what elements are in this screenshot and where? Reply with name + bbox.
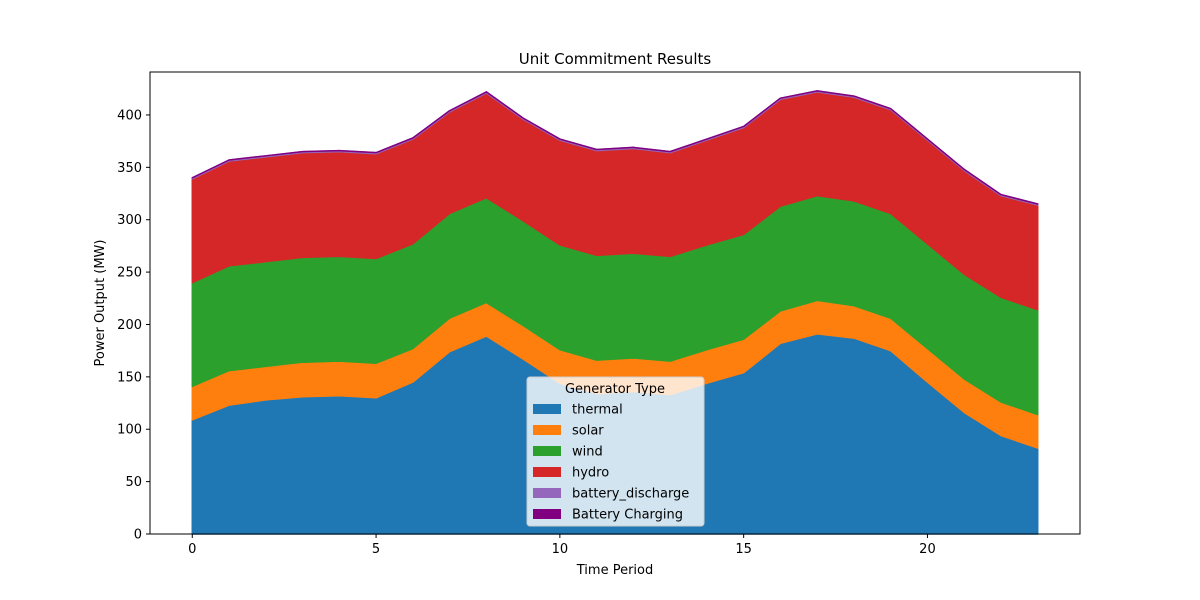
y-axis-label: Power Output (MW) [93,240,108,367]
legend: Generator Type thermal solar wind hydro batt… [526,376,705,527]
y-axis-ticks: 0 50 100 150 200 250 300 350 400 [117,108,150,543]
legend-swatch-battery_discharge [533,488,561,498]
legend-label-wind: wind [572,445,603,460]
y-tick-label: 200 [117,318,142,333]
y-tick-label: 250 [117,266,142,281]
legend-swatch-thermal [533,404,561,414]
legend-label-Battery Charging: Battery Charging [572,508,683,523]
x-tick-label: 0 [188,542,196,557]
legend-label-thermal: thermal [572,403,623,418]
legend-label-battery_discharge: battery_discharge [572,487,689,502]
x-axis-label: Time Period [576,563,653,578]
x-tick-label: 10 [552,542,569,557]
area-Battery Charging [191,90,1039,205]
legend-label-hydro: hydro [572,466,609,481]
chart-title: Unit Commitment Results [519,50,712,68]
y-tick-label: 0 [134,528,142,543]
y-tick-label: 400 [117,108,142,123]
legend-items: thermal solar wind hydro battery_discharge Ba… [533,403,689,523]
x-tick-label: 15 [735,542,752,557]
x-axis-ticks: 0 5 10 15 20 [188,534,936,557]
legend-swatch-hydro [533,467,561,477]
legend-title: Generator Type [565,382,665,397]
legend-swatch-Battery Charging [533,509,561,519]
x-tick-label: 5 [372,542,380,557]
plot-frame [149,71,1081,535]
legend-swatch-wind [533,446,561,456]
y-tick-label: 350 [117,161,142,176]
y-tick-label: 300 [117,213,142,228]
y-tick-label: 100 [117,423,142,438]
legend-swatch-solar [533,425,561,435]
legend-label-solar: solar [572,424,604,439]
legend-box [526,376,705,527]
y-tick-label: 150 [117,370,142,385]
x-tick-label: 20 [919,542,936,557]
y-tick-label: 50 [125,475,142,490]
